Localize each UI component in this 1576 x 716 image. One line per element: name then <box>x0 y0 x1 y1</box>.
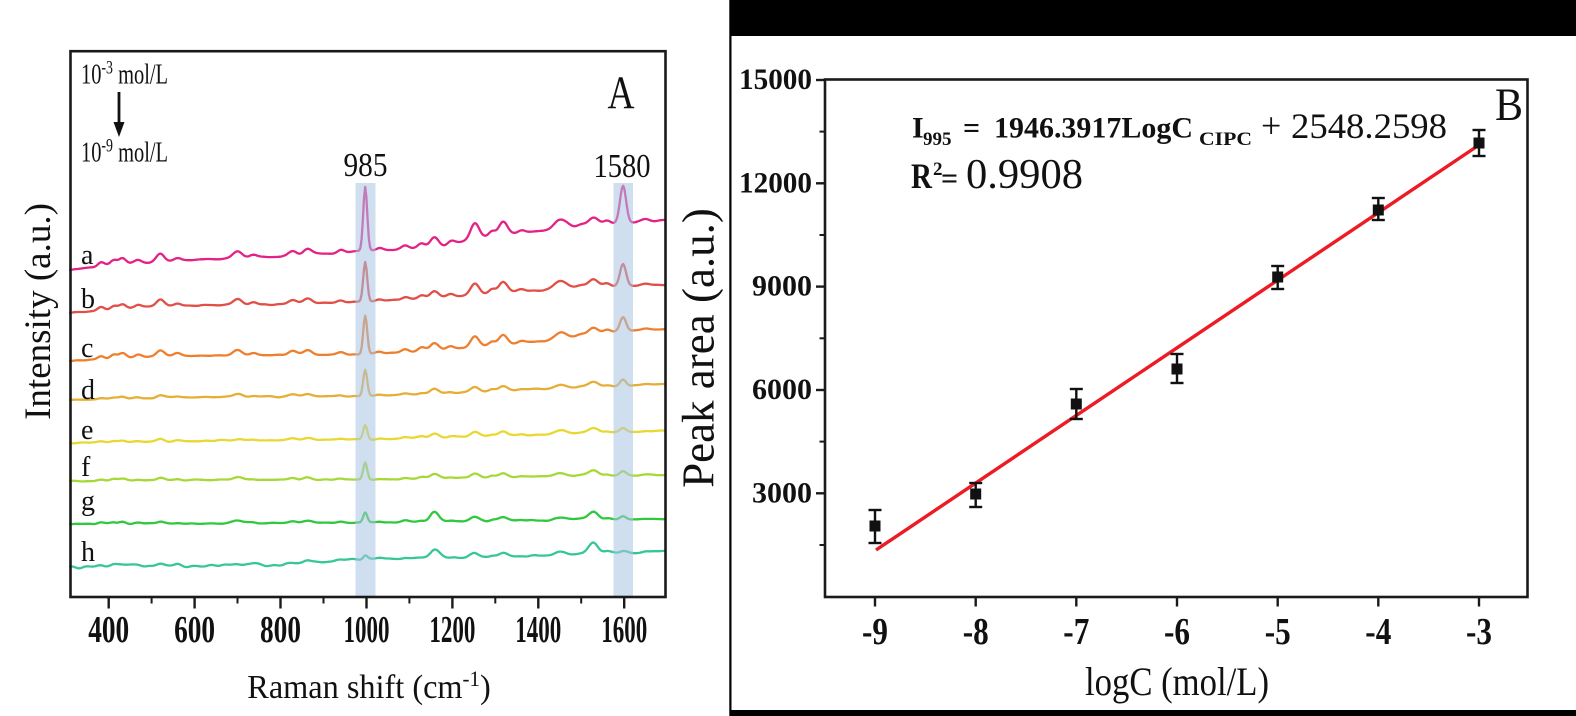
svg-text:logC (mol/L): logC (mol/L) <box>1085 659 1269 704</box>
svg-text:b: b <box>81 284 95 315</box>
svg-text:A: A <box>608 67 635 119</box>
svg-text:1946.3917LogC: 1946.3917LogC <box>994 112 1193 145</box>
svg-text:1580: 1580 <box>594 148 651 185</box>
svg-text:15000: 15000 <box>739 63 812 96</box>
svg-text:1400: 1400 <box>515 609 561 651</box>
svg-text:=: = <box>941 162 958 195</box>
svg-text:-7: -7 <box>1063 611 1089 653</box>
svg-text:-5: -5 <box>1265 611 1291 653</box>
svg-text:a: a <box>81 240 94 271</box>
svg-text:f: f <box>81 452 91 483</box>
svg-text:g: g <box>81 486 95 517</box>
svg-text:I: I <box>912 112 924 145</box>
svg-text:d: d <box>81 375 95 406</box>
svg-text:-8: -8 <box>963 611 989 653</box>
svg-text:12000: 12000 <box>739 166 812 199</box>
svg-text:985: 985 <box>344 147 388 184</box>
svg-text:2: 2 <box>933 159 943 180</box>
svg-text:e: e <box>81 415 93 446</box>
svg-text:-9: -9 <box>862 611 888 653</box>
svg-text:1600: 1600 <box>601 609 647 651</box>
svg-text:9000: 9000 <box>752 270 812 303</box>
svg-text:c: c <box>81 333 93 364</box>
svg-text:3000: 3000 <box>752 476 812 509</box>
svg-text:0.9908: 0.9908 <box>966 152 1083 198</box>
svg-text:+: + <box>1261 106 1281 146</box>
svg-text:1200: 1200 <box>429 609 475 651</box>
svg-text:R: R <box>911 156 933 196</box>
svg-text:800: 800 <box>260 609 301 651</box>
svg-text:-6: -6 <box>1164 611 1190 653</box>
svg-text:CIPC: CIPC <box>1199 129 1252 150</box>
svg-text:-4: -4 <box>1365 611 1391 653</box>
svg-text:1000: 1000 <box>344 609 390 651</box>
svg-text:400: 400 <box>88 609 129 651</box>
svg-text:6000: 6000 <box>752 373 812 406</box>
svg-text:Peak area (a.u.): Peak area (a.u.) <box>674 208 724 488</box>
svg-text:10-9 mol/L: 10-9 mol/L <box>81 134 168 168</box>
svg-text:-3: -3 <box>1466 611 1492 653</box>
svg-text:600: 600 <box>174 609 215 651</box>
svg-text:B: B <box>1495 79 1523 131</box>
svg-text:995: 995 <box>923 129 952 150</box>
svg-text:=: = <box>963 112 980 145</box>
svg-text:Raman shift (cm-1): Raman shift (cm-1) <box>247 667 490 707</box>
svg-text:h: h <box>81 537 95 568</box>
svg-text:2548.2598: 2548.2598 <box>1291 106 1447 146</box>
svg-text:Intensity (a.u.): Intensity (a.u.) <box>18 203 59 420</box>
svg-text:10-3 mol/L: 10-3 mol/L <box>81 56 168 90</box>
